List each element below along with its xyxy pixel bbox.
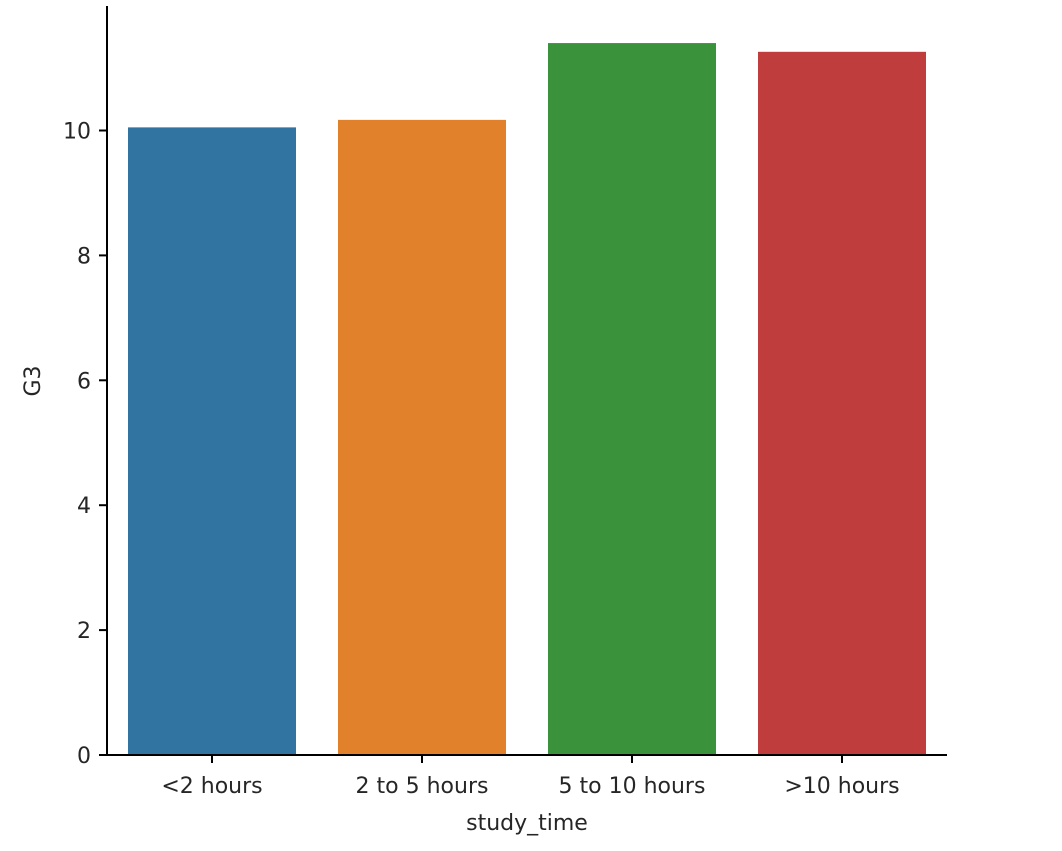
y-tick-label: 0 xyxy=(77,744,91,769)
y-tick-label: 4 xyxy=(77,494,91,519)
y-tick-label: 6 xyxy=(77,369,91,394)
bars-group xyxy=(128,43,926,756)
x-tick-label: 5 to 10 hours xyxy=(559,774,706,799)
y-axis-title: G3 xyxy=(21,365,46,396)
x-axis-title: study_time xyxy=(466,811,588,836)
x-tick-label: >10 hours xyxy=(784,774,899,799)
y-tick-label: 8 xyxy=(77,244,91,269)
bar-2 xyxy=(338,119,506,756)
y-axis: 0 2 4 6 8 10 xyxy=(63,6,108,769)
x-tick-label: <2 hours xyxy=(161,774,262,799)
bar-4 xyxy=(758,51,926,756)
y-tick-label: 10 xyxy=(63,120,91,145)
x-tick-label: 2 to 5 hours xyxy=(356,774,489,799)
bar-1 xyxy=(128,127,296,755)
x-axis: <2 hours 2 to 5 hours 5 to 10 hours >10 hou… xyxy=(107,754,947,799)
bar-3 xyxy=(548,43,716,755)
y-tick-label: 2 xyxy=(77,619,91,644)
